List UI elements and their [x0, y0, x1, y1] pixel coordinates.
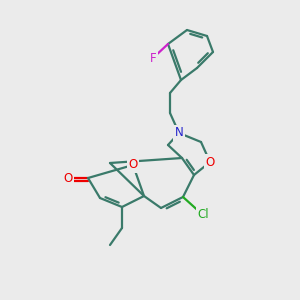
Text: F: F: [150, 52, 156, 64]
Text: N: N: [175, 127, 183, 140]
Text: O: O: [128, 158, 138, 172]
Text: Cl: Cl: [197, 208, 209, 221]
Text: O: O: [206, 155, 214, 169]
Text: O: O: [63, 172, 73, 184]
